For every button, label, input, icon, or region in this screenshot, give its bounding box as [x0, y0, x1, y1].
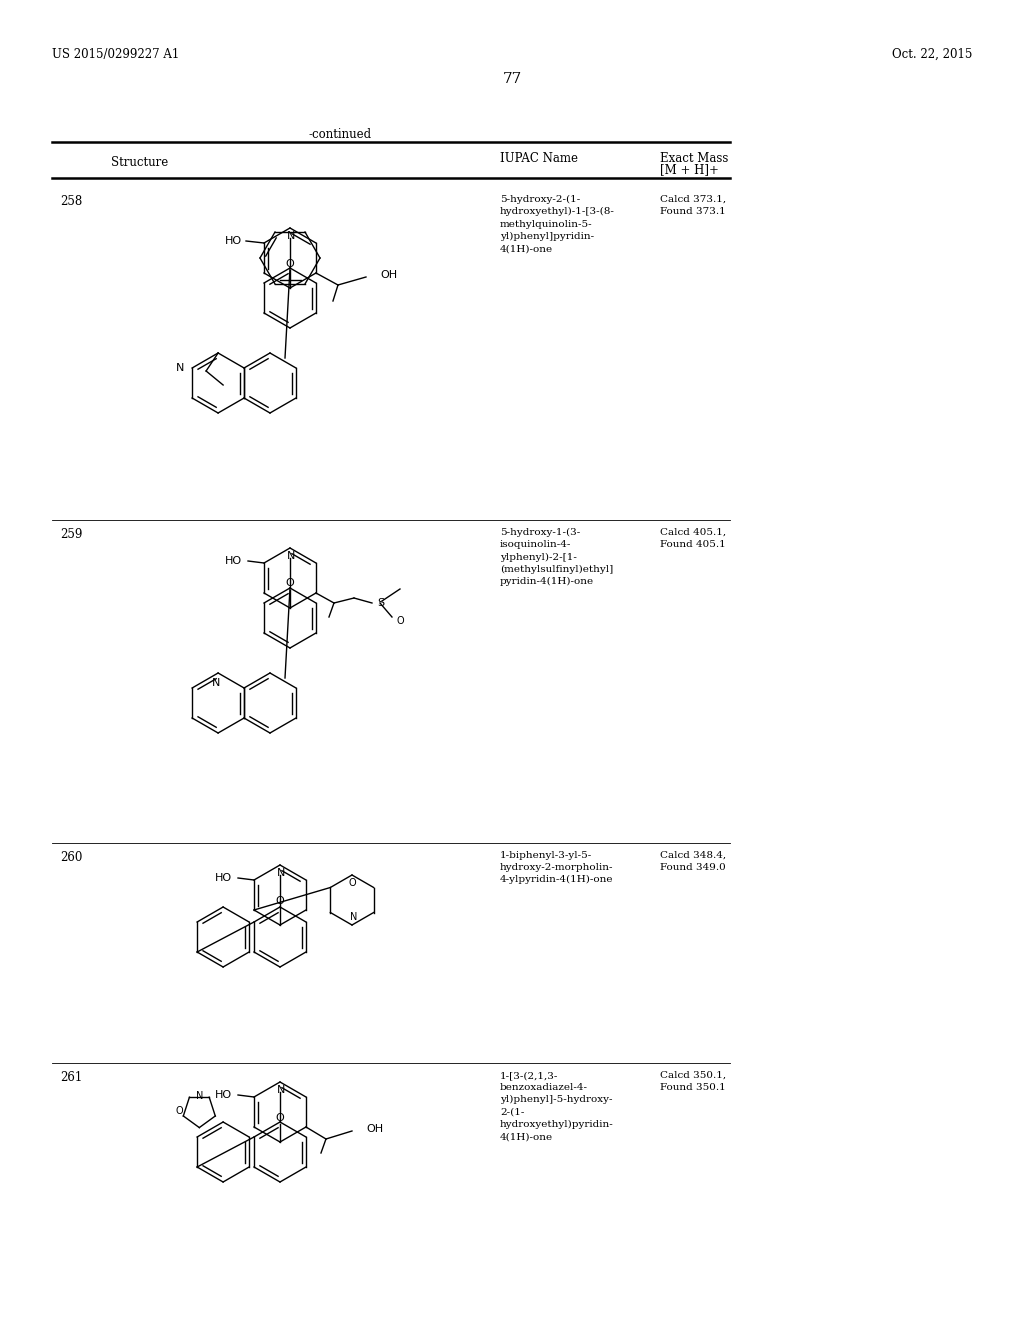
Text: N: N [196, 1092, 203, 1101]
Text: N: N [276, 869, 286, 878]
Text: 1-biphenyl-3-yl-5-
hydroxy-2-morpholin-
4-ylpyridin-4(1H)-one: 1-biphenyl-3-yl-5- hydroxy-2-morpholin- … [500, 851, 613, 884]
Text: O: O [286, 578, 294, 587]
Text: 260: 260 [60, 851, 82, 865]
Text: 5-hydroxy-1-(3-
isoquinolin-4-
ylphenyl)-2-[1-
(methylsulfinyl)ethyl]
pyridin-4(: 5-hydroxy-1-(3- isoquinolin-4- ylphenyl)… [500, 528, 613, 586]
Text: N: N [276, 1085, 286, 1096]
Text: Calcd 350.1,
Found 350.1: Calcd 350.1, Found 350.1 [660, 1071, 726, 1092]
Text: 258: 258 [60, 195, 82, 209]
Text: O: O [286, 259, 294, 269]
Text: N: N [176, 363, 184, 374]
Text: HO: HO [215, 1090, 232, 1100]
Text: O: O [275, 1113, 285, 1123]
Text: O: O [175, 1106, 182, 1115]
Text: OH: OH [366, 1125, 383, 1134]
Text: N: N [287, 550, 295, 561]
Text: N: N [287, 231, 295, 242]
Text: S: S [377, 598, 384, 609]
Text: 1-[3-(2,1,3-
benzoxadiazel-4-
yl)phenyl]-5-hydroxy-
2-(1-
hydroxyethyl)pyridin-
: 1-[3-(2,1,3- benzoxadiazel-4- yl)phenyl]… [500, 1071, 613, 1140]
Text: OH: OH [380, 271, 397, 280]
Text: Calcd 348.4,
Found 349.0: Calcd 348.4, Found 349.0 [660, 851, 726, 873]
Text: O: O [397, 616, 404, 626]
Text: Calcd 405.1,
Found 405.1: Calcd 405.1, Found 405.1 [660, 528, 726, 549]
Text: Structure: Structure [112, 156, 169, 169]
Text: Calcd 373.1,
Found 373.1: Calcd 373.1, Found 373.1 [660, 195, 726, 216]
Text: O: O [275, 896, 285, 906]
Text: O: O [348, 878, 355, 888]
Text: Oct. 22, 2015: Oct. 22, 2015 [892, 48, 972, 61]
Text: HO: HO [225, 236, 242, 246]
Text: Exact Mass: Exact Mass [660, 152, 728, 165]
Text: US 2015/0299227 A1: US 2015/0299227 A1 [52, 48, 179, 61]
Text: IUPAC Name: IUPAC Name [500, 152, 578, 165]
Text: N: N [212, 678, 220, 688]
Text: N: N [350, 912, 357, 921]
Text: 5-hydroxy-2-(1-
hydroxyethyl)-1-[3-(8-
methylquinolin-5-
yl)phenyl]pyridin-
4(1H: 5-hydroxy-2-(1- hydroxyethyl)-1-[3-(8- m… [500, 195, 614, 253]
Text: 77: 77 [503, 73, 521, 86]
Text: HO: HO [215, 873, 232, 883]
Text: [M + H]+: [M + H]+ [660, 162, 719, 176]
Text: 261: 261 [60, 1071, 82, 1084]
Text: HO: HO [225, 556, 242, 566]
Text: -continued: -continued [308, 128, 372, 141]
Text: 259: 259 [60, 528, 82, 541]
